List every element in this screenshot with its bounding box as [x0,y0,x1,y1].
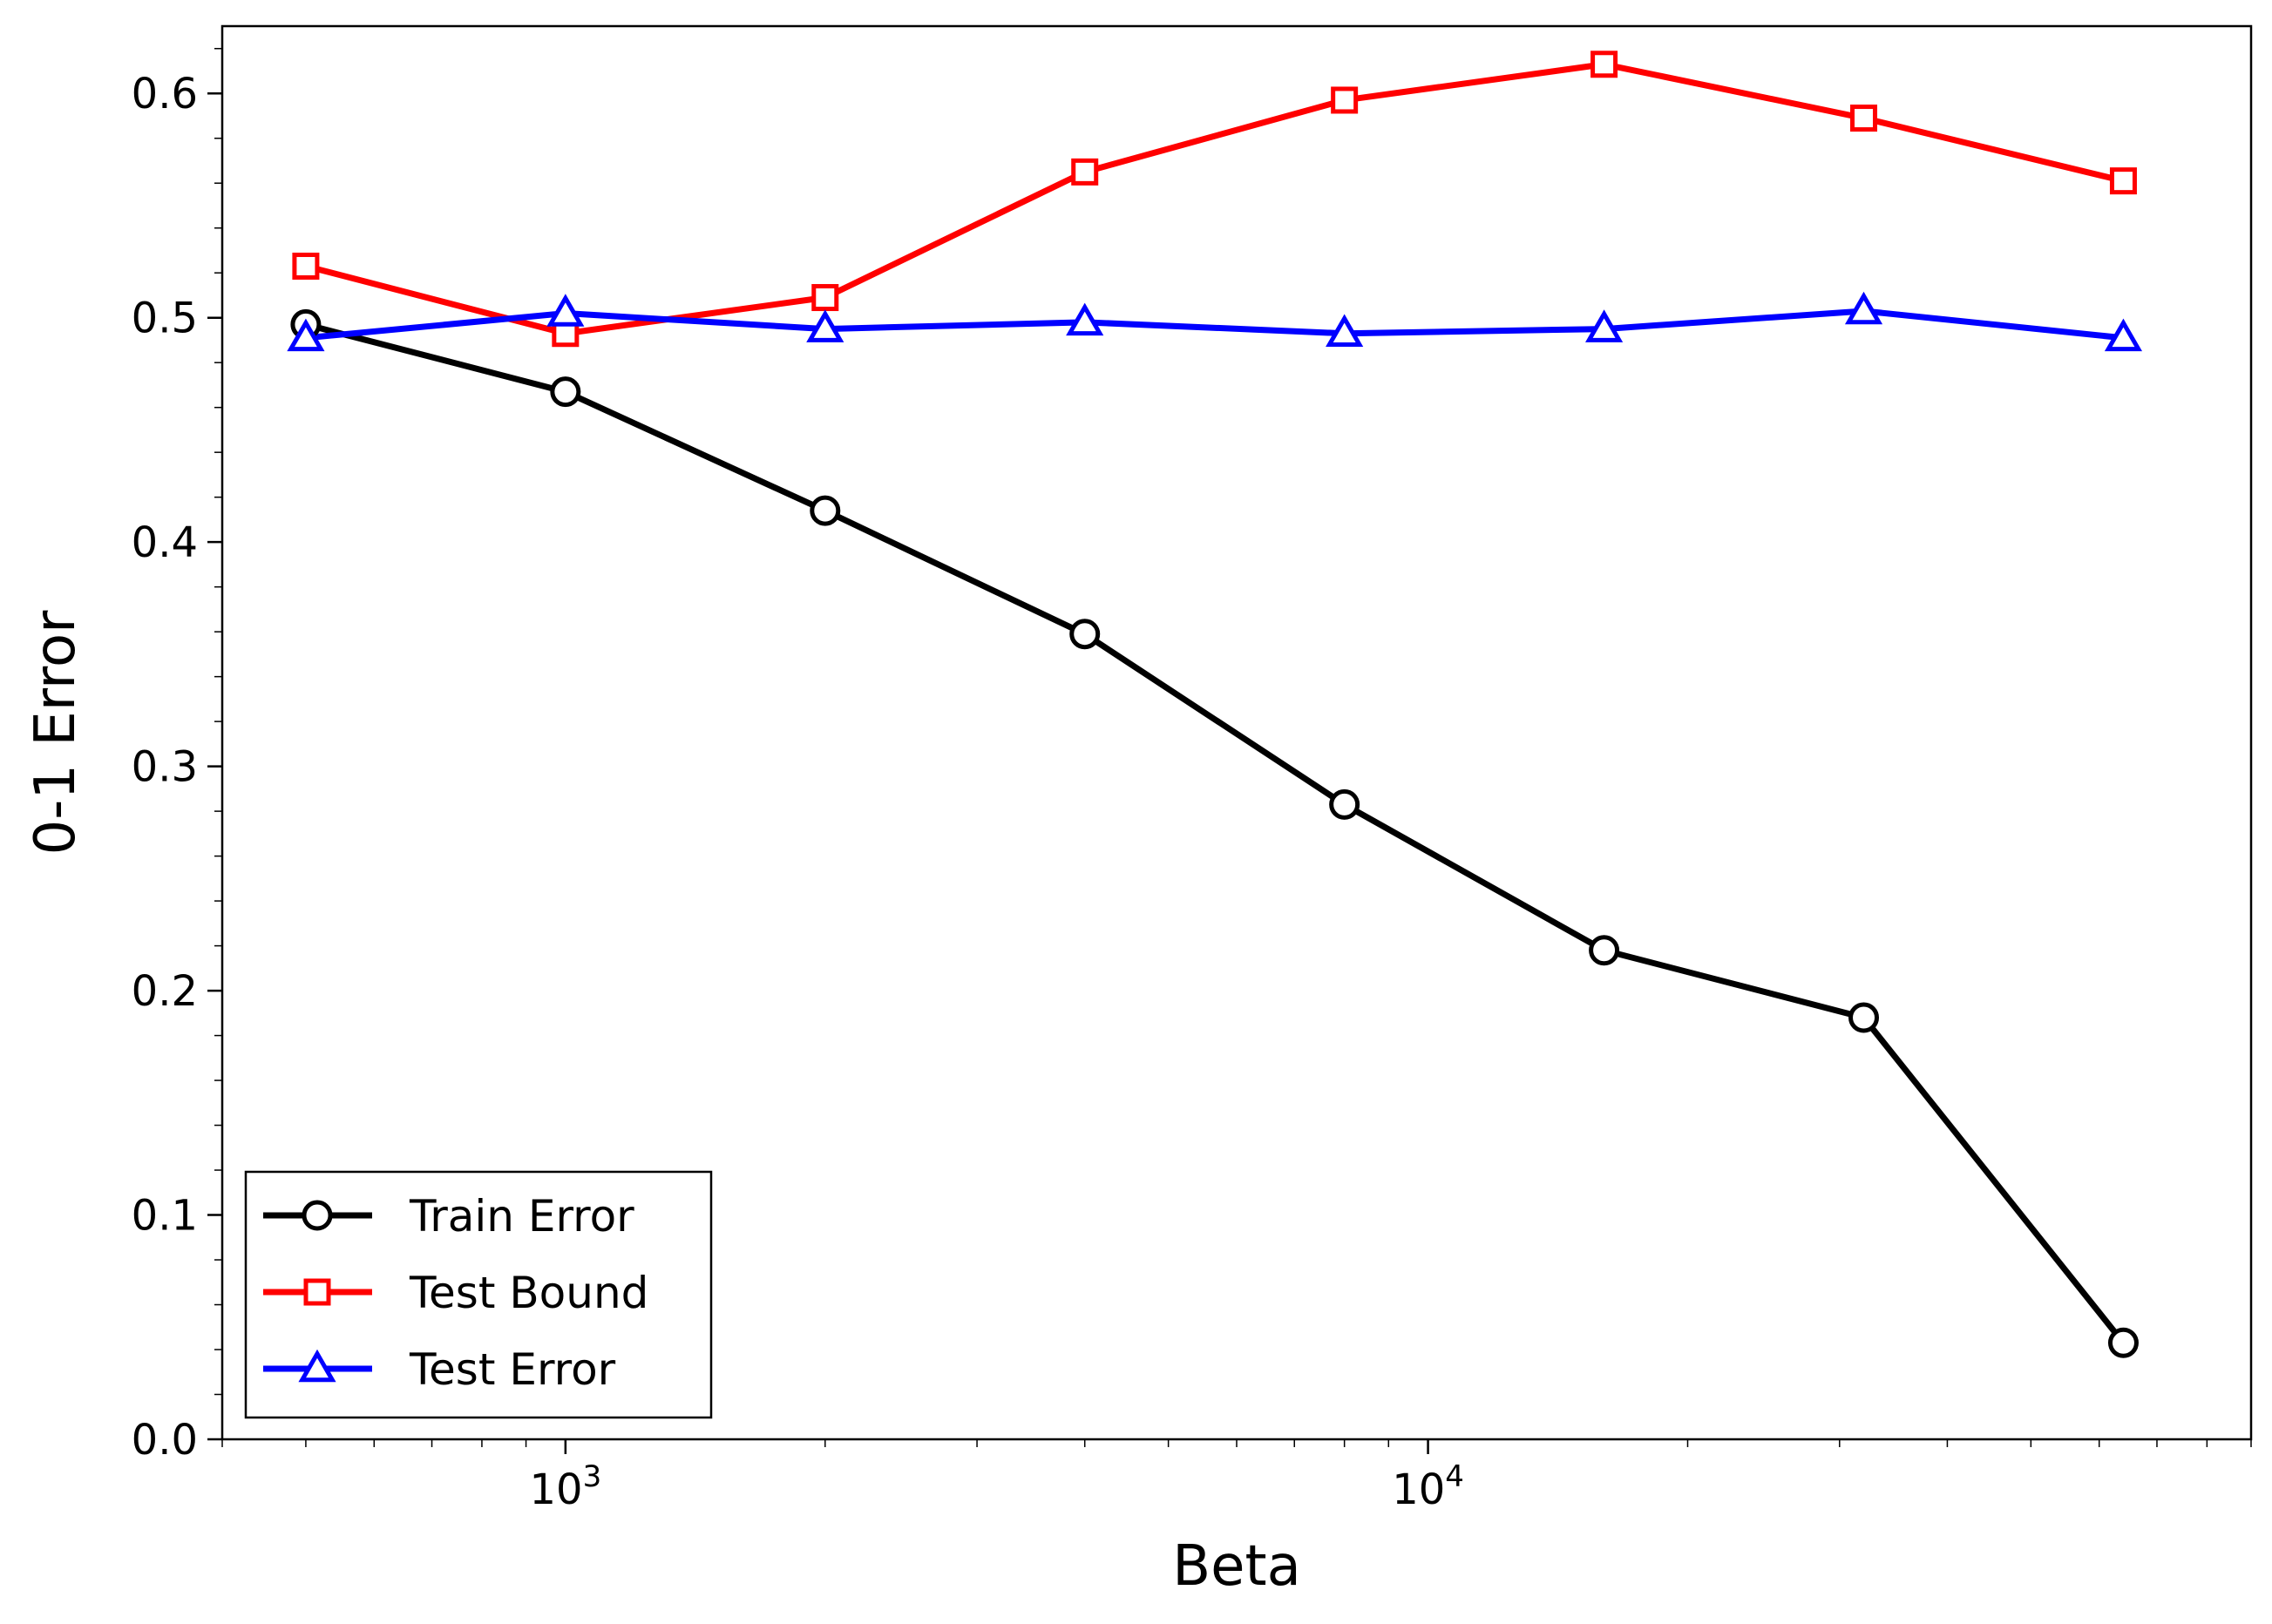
train-error-point [550,376,581,408]
test-bound-point [1071,158,1099,186]
y-tick-label: 0.4 [132,518,198,567]
train-error-point [810,495,841,526]
test-error-line [305,308,2124,342]
x-axis: 103 104 [221,1439,2252,1514]
test-bound-point [292,252,320,280]
test-error-point [806,309,844,342]
legend-train-error-marker [302,1200,333,1231]
test-bound-point [2109,167,2137,195]
test-error-point [2104,318,2143,352]
train-error-line [305,321,2126,1345]
train-error-point [1848,1002,1880,1033]
test-bound-point [1850,105,1878,132]
legend-test-bound-marker [303,1278,331,1306]
legend: Train Error Test Bound Test Error [244,1170,713,1419]
test-bound-point [1331,86,1359,114]
train-error-point [1329,788,1360,820]
y-tick-label: 0.6 [132,70,198,118]
series-lines [305,61,2126,1345]
test-bound-line [305,61,2125,337]
y-axis-title: 0-1 Error [24,610,88,856]
legend-test-error-marker [298,1349,336,1383]
y-tick-label: 0.0 [132,1416,198,1465]
test-error-point [1585,309,1624,342]
x-tick-label: 104 [1392,1459,1464,1514]
test-error-point [1844,291,1883,325]
test-error-point [1066,302,1104,336]
test-bound-point [811,284,839,312]
series-markers [287,51,2143,1358]
y-tick-label: 0.2 [132,967,198,1016]
train-error-point [1589,935,1620,966]
legend-test-bound-label: Test Bound [409,1268,648,1318]
test-error-point [546,294,585,327]
y-tick-label: 0.3 [132,743,198,792]
y-tick-label: 0.5 [132,294,198,343]
x-tick-label: 103 [529,1459,601,1514]
test-bound-point [1590,51,1618,78]
test-error-point [1326,314,1364,347]
x-axis-title: Beta [1172,1534,1301,1599]
train-error-point [1069,619,1101,650]
legend-test-error-label: Test Error [409,1344,616,1395]
test-error-point [287,318,325,352]
y-tick-label: 0.1 [132,1192,198,1241]
train-error-point [2107,1327,2139,1358]
y-axis: 0.0 0.1 0.2 0.3 0.4 0.5 0.6 [132,47,222,1465]
legend-train-error-label: Train Error [409,1191,634,1242]
